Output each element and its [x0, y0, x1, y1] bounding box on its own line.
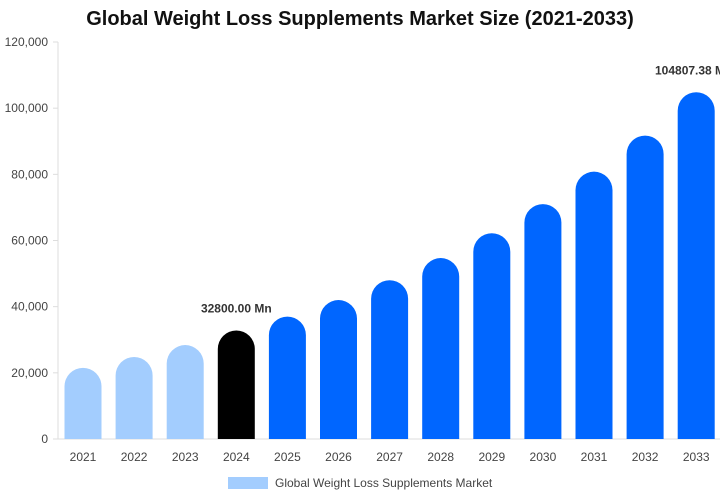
y-tick-label: 60,000 — [11, 234, 48, 248]
data-label: 104807.38 Mn — [655, 63, 720, 77]
bar-2026 — [320, 300, 357, 439]
bar-2025 — [268, 316, 306, 439]
bar-2030 — [524, 204, 562, 439]
x-tick-label: 2024 — [223, 450, 250, 464]
y-tick-label: 120,000 — [5, 35, 49, 49]
y-tick-label: 100,000 — [5, 101, 49, 115]
x-tick-label: 2027 — [376, 450, 403, 464]
x-tick-label: 2032 — [632, 450, 659, 464]
bar-2027 — [371, 280, 409, 439]
bar-2024 — [217, 330, 255, 439]
x-tick-label: 2026 — [325, 450, 352, 464]
bar-2023 — [166, 345, 204, 439]
legend-label: Global Weight Loss Supplements Market — [275, 476, 493, 490]
bar-2033 — [677, 92, 715, 439]
x-tick-label: 2023 — [172, 450, 199, 464]
y-tick-label: 80,000 — [11, 167, 48, 181]
chart-title: Global Weight Loss Supplements Market Si… — [86, 8, 634, 30]
y-tick-label: 0 — [41, 432, 48, 446]
y-tick-label: 20,000 — [11, 366, 48, 380]
x-tick-label: 2021 — [70, 450, 97, 464]
bar-2022 — [115, 356, 153, 439]
bar-2029 — [473, 233, 511, 439]
data-label: 32800.00 Mn — [201, 301, 272, 315]
legend-swatch — [228, 477, 268, 489]
bar-2028 — [422, 258, 460, 439]
x-tick-label: 2030 — [530, 450, 557, 464]
bar-2021 — [64, 367, 102, 439]
x-tick-label: 2022 — [121, 450, 148, 464]
x-tick-label: 2029 — [478, 450, 505, 464]
x-tick-label: 2028 — [427, 450, 454, 464]
x-tick-label: 2031 — [581, 450, 608, 464]
bar-2032 — [626, 135, 664, 439]
x-tick-label: 2033 — [683, 450, 710, 464]
bar-2031 — [575, 171, 613, 440]
y-tick-label: 40,000 — [11, 300, 48, 314]
x-tick-label: 2025 — [274, 450, 301, 464]
legend[interactable]: Global Weight Loss Supplements Market — [228, 475, 492, 491]
